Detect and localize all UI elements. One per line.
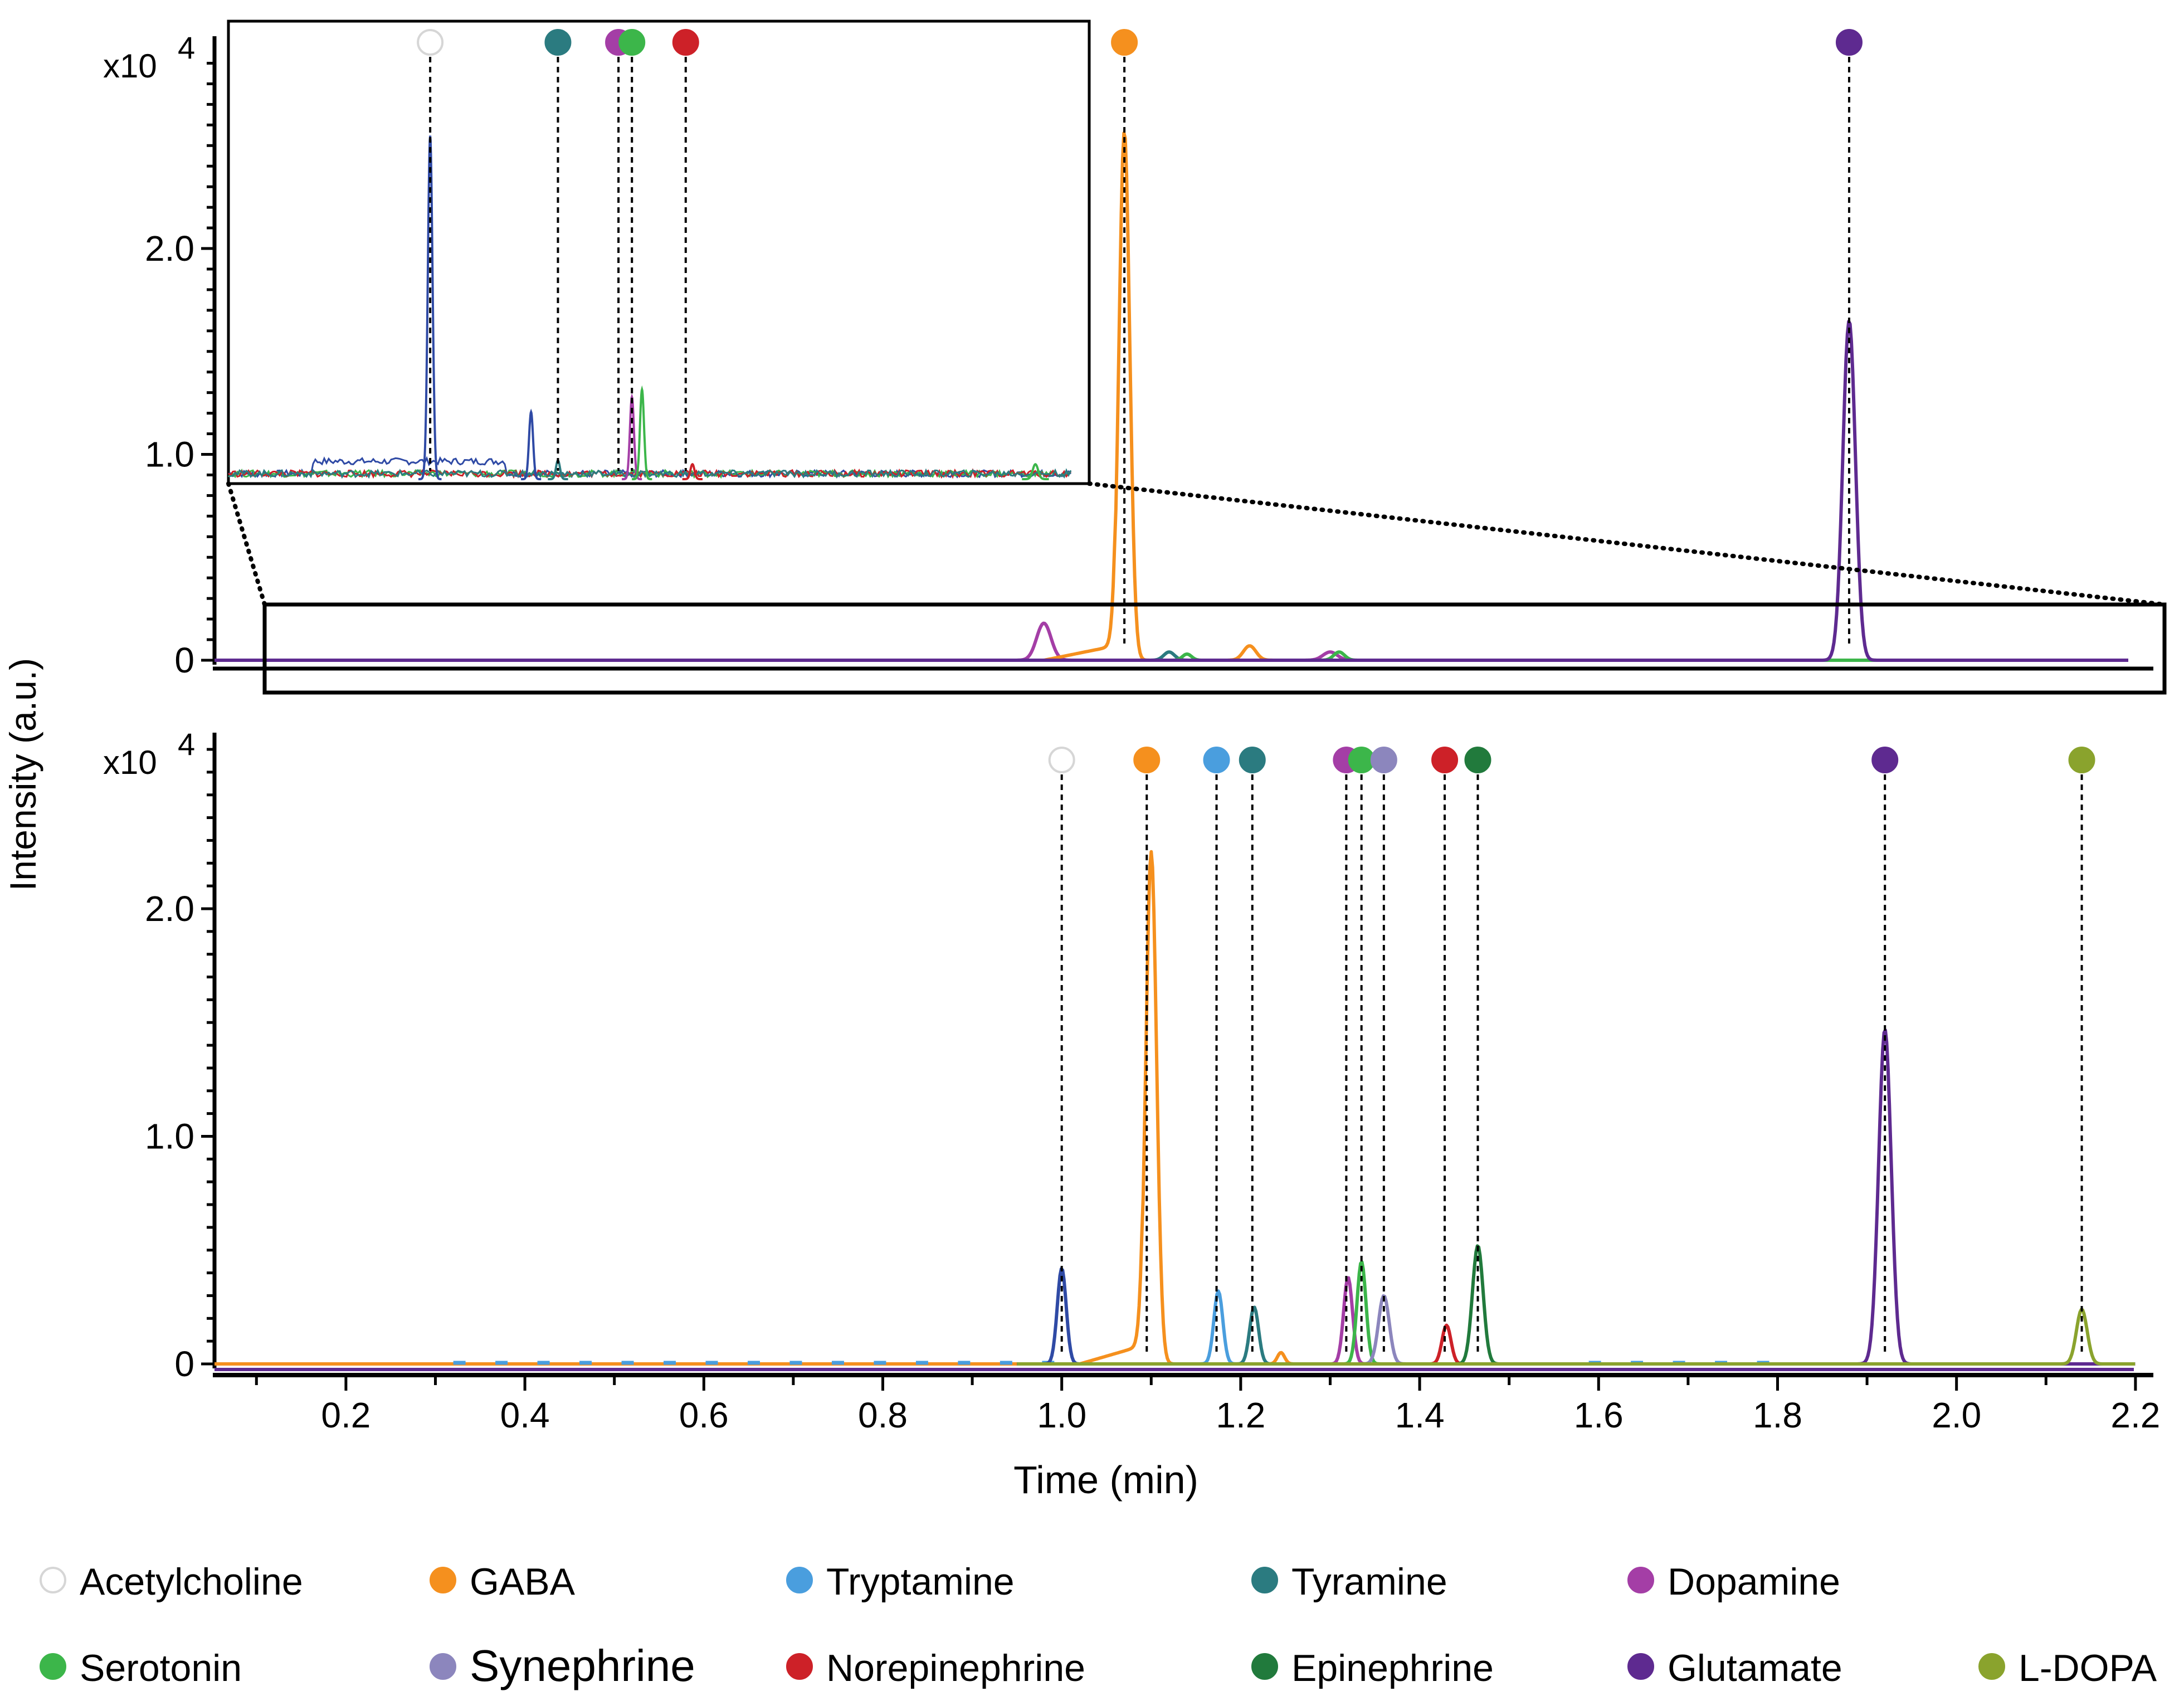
multiplier-exponent: 4 xyxy=(178,727,195,762)
legend-swatch-serotonin xyxy=(40,1653,66,1680)
bottom-panel: 0 1.0 2.0 x10 4 0.2 0.4 0.6 0.8 1.0 1.2 1.4 1.6 1.8 2.… xyxy=(103,727,2160,1435)
inset-noise-trace xyxy=(228,468,1072,479)
legend-swatch-gaba xyxy=(430,1567,456,1593)
legend-label-synephrine: Synephrine xyxy=(470,1641,695,1690)
multiplier-label: x10 xyxy=(103,47,157,85)
marker-glutamate xyxy=(1871,747,1899,773)
x-tick-label: 2.2 xyxy=(2110,1395,2160,1435)
marker-glutamate xyxy=(1835,29,1863,56)
legend-swatch-glutamate xyxy=(1627,1653,1654,1680)
marker-norepinephrine xyxy=(1431,747,1459,773)
zoom-region-box xyxy=(262,602,2167,695)
legend-swatch-epinephrine xyxy=(1251,1653,1278,1680)
legend-swatch-tyramine xyxy=(1251,1567,1278,1593)
marker-epinephrine xyxy=(1464,747,1491,773)
multiplier-label: x10 xyxy=(103,744,157,781)
trace-synephrine xyxy=(1016,1294,2136,1366)
trace-epinephrine xyxy=(1016,1244,2136,1366)
trace-serotonin xyxy=(1016,1260,2136,1366)
y-tick-label: 1.0 xyxy=(145,1116,194,1156)
x-tick-label: 0.8 xyxy=(858,1395,908,1435)
legend-label-norepinephrine: Norepinephrine xyxy=(826,1647,1085,1689)
legend-swatch-norepinephrine xyxy=(786,1653,813,1680)
marker-tyramine xyxy=(1239,747,1266,773)
top-panel: 0 1.0 2.0 x10 4 xyxy=(103,29,2167,695)
inset-frame xyxy=(227,20,1091,485)
x-tick-label: 1.8 xyxy=(1753,1395,1802,1435)
legend-label-acetylcholine: Acetylcholine xyxy=(80,1561,303,1603)
marker-serotonin xyxy=(1348,747,1375,773)
x-tick-label: 1.6 xyxy=(1574,1395,1624,1435)
inset-peak-serotonin xyxy=(1022,462,1049,480)
inset-peak-norepinephrine xyxy=(682,462,703,480)
legend-swatch-synephrine xyxy=(430,1653,456,1680)
y-tick-label: 1.0 xyxy=(145,435,194,475)
legend-label-serotonin: Serotonin xyxy=(80,1647,242,1689)
x-tick-label: 1.2 xyxy=(1216,1395,1265,1435)
inset-peak-acetylcholine-trace xyxy=(521,408,542,480)
marker-norepinephrine xyxy=(672,29,699,56)
legend-label-tryptamine: Tryptamine xyxy=(826,1561,1015,1603)
trace-glutamate xyxy=(1016,1029,2136,1366)
x-tick-label: 2.0 xyxy=(1932,1395,1981,1435)
legend-swatch-tryptamine xyxy=(786,1567,813,1593)
legend-swatch-acetylcholine xyxy=(40,1567,66,1593)
x-tick-label: 0.6 xyxy=(679,1395,729,1435)
marker-acetylcholine xyxy=(417,29,444,56)
y-axis-label: Intensity (a.u.) xyxy=(2,658,43,891)
x-tick-label: 0.4 xyxy=(500,1395,550,1435)
inset-peak-dopamine xyxy=(622,393,642,480)
marker-synephrine xyxy=(1370,747,1397,773)
legend-label-tyramine: Tyramine xyxy=(1291,1561,1447,1603)
trace-gaba xyxy=(972,131,1911,662)
legend-label-gaba: GABA xyxy=(470,1561,576,1603)
legend-label-glutamate: Glutamate xyxy=(1668,1647,1842,1689)
y-tick-label: 2.0 xyxy=(145,228,194,269)
legend-swatch-dopamine xyxy=(1627,1567,1654,1593)
x-tick-label: 0.2 xyxy=(321,1395,370,1435)
x-tick-label: 1.0 xyxy=(1037,1395,1086,1435)
multiplier-exponent: 4 xyxy=(178,30,195,65)
trace-norepinephrine xyxy=(1016,1323,2136,1366)
inset-panel xyxy=(226,20,2167,607)
x-axis-label: Time (min) xyxy=(1013,1458,1198,1502)
trace-tyramine xyxy=(1016,1305,2136,1366)
x-tick-label: 1.4 xyxy=(1395,1395,1445,1435)
marker-tyramine xyxy=(544,29,572,56)
marker-l-dopa xyxy=(2068,747,2095,773)
y-tick-label: 0 xyxy=(174,1344,194,1384)
trace-gaba xyxy=(1016,850,2136,1366)
marker-gaba xyxy=(1111,29,1138,56)
legend-label-dopamine: Dopamine xyxy=(1668,1561,1840,1603)
marker-gaba xyxy=(1133,747,1161,773)
marker-tryptamine xyxy=(1203,747,1230,773)
trace-glutamate xyxy=(972,319,1911,662)
trace-l-dopa xyxy=(1016,1308,2136,1366)
legend-label-epinephrine: Epinephrine xyxy=(1291,1647,1494,1689)
trace-dopamine xyxy=(972,621,1911,662)
zoom-connector-right xyxy=(1087,481,2167,607)
trace-tryptamine xyxy=(1016,1289,2136,1366)
legend-label-l-dopa: L-DOPA xyxy=(2019,1647,2157,1689)
trace-dopamine-blue xyxy=(1016,1267,2136,1366)
zoom-connector-left xyxy=(226,481,267,607)
y-tick-label: 0 xyxy=(174,640,194,680)
marker-acetylcholine xyxy=(1048,747,1075,773)
marker-serotonin xyxy=(618,29,646,56)
trace-dopamine xyxy=(1016,1276,2136,1366)
inset-peak-serotonin xyxy=(632,385,652,480)
legend: Acetylcholine GABA Tryptamine Tyramine Dopam… xyxy=(40,1561,2157,1690)
legend-swatch-l-dopa xyxy=(1978,1653,2005,1680)
y-tick-label: 2.0 xyxy=(145,889,194,929)
